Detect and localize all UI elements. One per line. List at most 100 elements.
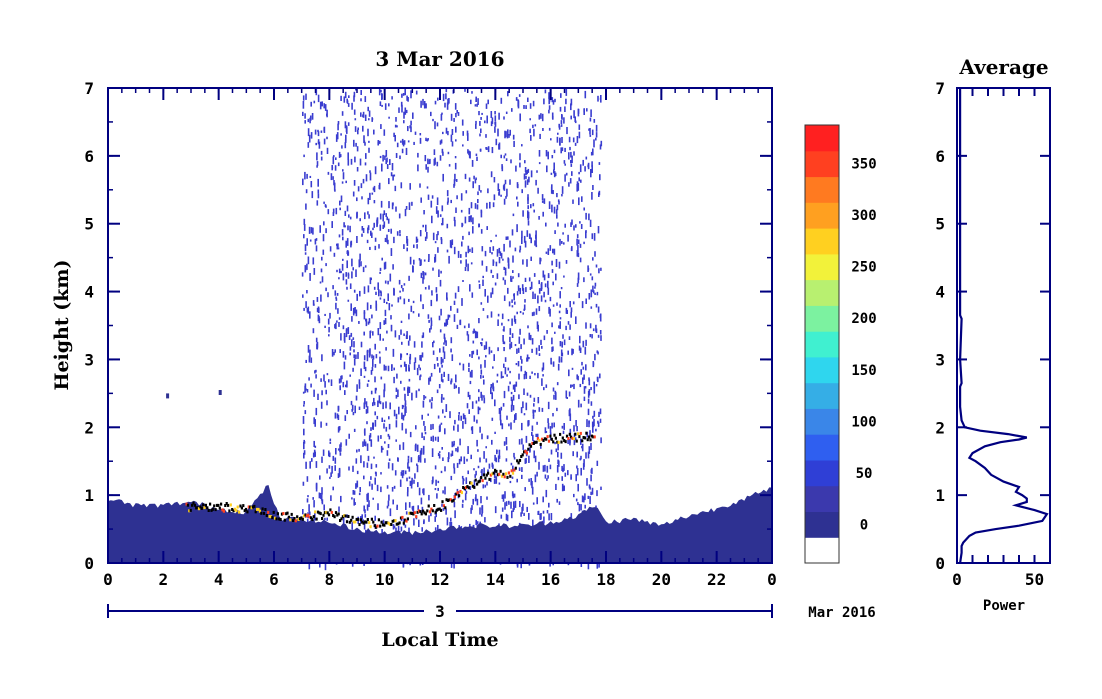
noise-speck [335,322,337,330]
noise-speck [399,444,401,451]
mixing-layer-top [303,514,306,518]
noise-speck [484,359,486,368]
noise-speck [356,146,359,152]
noise-speck [380,486,382,493]
noise-speck [421,432,423,438]
noise-speck [512,255,514,263]
noise-speck [462,499,464,503]
noise-speck [580,438,582,445]
mixing-layer-top [354,520,357,524]
noise-speck [351,497,353,500]
noise-speck [443,371,445,377]
noise-speck [352,411,355,416]
noise-speck [478,318,480,324]
mixing-layer-top [553,433,556,437]
noise-speck [436,234,438,241]
noise-speck [355,483,357,489]
noise-speck [449,521,451,527]
noise-speck [561,483,564,492]
noise-speck [518,373,520,380]
noise-speck [486,435,489,440]
noise-speck [538,306,541,312]
noise-speck [503,266,505,270]
noise-speck [494,126,496,133]
noise-speck [537,372,539,379]
noise-speck [423,421,425,426]
noise-speck [351,409,353,412]
mixing-layer-top [531,441,534,445]
noise-speck [533,273,536,277]
noise-speck [407,126,409,132]
noise-speck [534,409,536,413]
noise-speck [357,129,359,135]
noise-speck [338,268,341,274]
noise-speck [509,129,511,136]
noise-speck [542,496,544,503]
noise-speck [391,487,394,492]
noise-speck [317,189,320,194]
noise-speck [552,562,554,566]
noise-speck [315,407,318,416]
noise-speck [495,138,498,146]
noise-speck [373,129,375,135]
noise-speck [519,311,522,314]
noise-speck [440,308,442,316]
noise-speck [385,401,387,409]
noise-speck [524,277,527,282]
noise-speck [455,385,457,389]
noise-speck [464,417,467,425]
noise-speck [448,164,451,167]
noise-speck [545,431,548,433]
noise-speck [339,200,341,206]
mixing-layer-top [305,514,308,518]
noise-speck [598,268,600,274]
noise-speck [581,301,584,309]
noise-speck [580,455,582,460]
noise-speck [332,176,334,180]
noise-speck [360,341,363,348]
noise-speck [538,162,541,165]
noise-speck [504,153,507,156]
noise-speck [504,357,507,362]
noise-speck [346,260,348,269]
noise-speck [590,289,593,298]
noise-speck [321,256,323,261]
noise-speck [525,105,527,109]
noise-speck [551,155,554,159]
mixing-layer-top [552,440,555,444]
noise-speck [546,465,549,473]
noise-speck [441,394,443,400]
noise-speck [570,115,572,120]
noise-speck [511,476,514,479]
noise-speck [401,404,404,410]
noise-speck [405,364,407,372]
noise-speck [523,374,526,380]
noise-speck [504,271,507,276]
noise-speck [382,338,384,341]
noise-speck [521,236,523,244]
noise-speck [331,465,333,474]
noise-speck [320,150,323,155]
noise-speck [437,436,439,442]
colorbar-tick-label: 150 [851,363,876,379]
mixing-layer-top [265,514,268,517]
mixing-layer-top [393,519,396,523]
noise-speck [516,311,518,315]
noise-speck [513,505,515,510]
noise-speck [528,233,531,239]
noise-speck [512,276,514,279]
noise-speck [464,493,467,501]
noise-speck [367,455,370,462]
noise-speck [437,210,439,218]
noise-speck [550,513,553,521]
noise-speck [473,330,476,334]
noise-speck [489,201,491,209]
noise-speck [562,467,564,473]
noise-speck [446,201,449,205]
mixing-layer-top [539,442,542,446]
noise-speck [527,205,529,210]
noise-speck [379,224,382,231]
noise-speck [436,122,439,127]
noise-speck [395,420,398,428]
noise-speck [467,391,470,398]
